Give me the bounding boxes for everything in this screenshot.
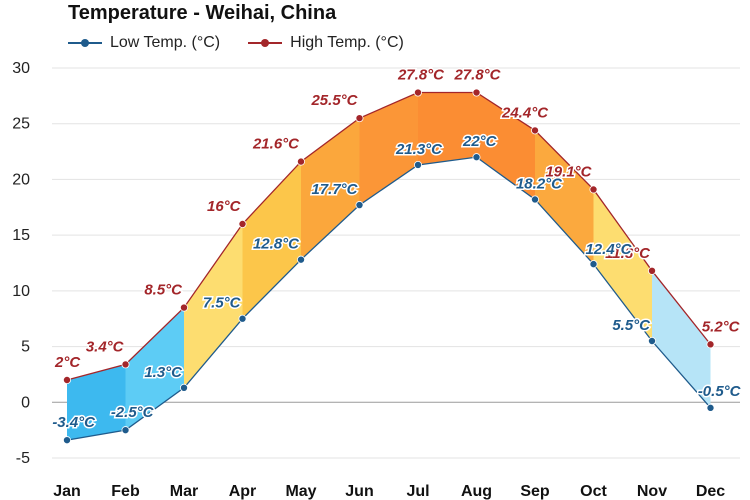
low-temp-label: 7.5°C bbox=[203, 295, 242, 312]
range-band bbox=[301, 118, 360, 260]
low-temp-point bbox=[355, 201, 364, 210]
y-tick-label: 20 bbox=[12, 171, 30, 188]
range-band bbox=[418, 92, 477, 165]
x-tick-label: Sep bbox=[520, 483, 550, 500]
low-temp-point bbox=[531, 195, 540, 204]
high-temp-label: 11.8°C bbox=[605, 245, 651, 262]
low-temp-label: 22°C bbox=[462, 133, 498, 150]
high-temp-label: 3.4°C bbox=[86, 338, 125, 355]
high-temp-point bbox=[648, 266, 657, 275]
legend-item-low[interactable]: Low Temp. (°C) bbox=[68, 34, 220, 52]
x-tick-label: Aug bbox=[461, 483, 492, 500]
range-band bbox=[67, 364, 126, 441]
high-temp-label: 8.5°C bbox=[144, 282, 183, 299]
low-temp-label: 1.3°C bbox=[144, 364, 183, 381]
x-tick-label: Oct bbox=[580, 483, 607, 500]
low-temp-point bbox=[121, 426, 130, 435]
low-temp-label: -0.5°C bbox=[698, 383, 742, 400]
low-temp-label: -2.5°C bbox=[111, 404, 155, 421]
low-temp-line bbox=[66, 156, 711, 441]
legend-swatch-high bbox=[248, 39, 283, 47]
legend: Low Temp. (°C) High Temp. (°C) bbox=[68, 34, 404, 52]
x-tick-label: Jul bbox=[406, 483, 429, 500]
high-temp-point bbox=[238, 219, 247, 228]
low-temp-point bbox=[296, 255, 305, 264]
low-temp-point bbox=[63, 436, 72, 445]
y-tick-label: 15 bbox=[12, 227, 30, 244]
high-temp-point bbox=[63, 375, 72, 384]
high-temp-label: 19.1°C bbox=[545, 163, 592, 180]
high-temp-label: 27.8°C bbox=[453, 67, 501, 84]
legend-swatch-low bbox=[68, 39, 102, 47]
x-tick-label: Feb bbox=[111, 483, 140, 500]
high-temp-point bbox=[296, 157, 305, 166]
low-temp-label: 12.8°C bbox=[253, 236, 300, 253]
high-temp-line bbox=[66, 91, 712, 381]
high-temp-label: 27.8°C bbox=[397, 67, 445, 84]
high-temp-point bbox=[706, 340, 715, 349]
range-band bbox=[359, 92, 418, 206]
range-band bbox=[593, 189, 652, 341]
low-temp-label: 21.3°C bbox=[395, 141, 443, 158]
high-temp-point bbox=[121, 360, 130, 369]
x-tick-label: Mar bbox=[170, 483, 198, 500]
low-temp-point bbox=[179, 383, 188, 392]
high-temp-point bbox=[355, 114, 364, 123]
range-band bbox=[535, 130, 594, 265]
range-band bbox=[652, 270, 711, 408]
low-temp-label: 5.5°C bbox=[612, 317, 651, 334]
x-tick-label: Jun bbox=[345, 483, 373, 500]
high-temp-point bbox=[413, 88, 422, 97]
y-tick-label: 10 bbox=[12, 283, 30, 300]
high-temp-label: 25.5°C bbox=[310, 92, 358, 109]
low-temp-point bbox=[706, 403, 715, 412]
legend-label-high: High Temp. (°C) bbox=[290, 34, 404, 51]
y-tick-label: 5 bbox=[21, 339, 30, 356]
y-tick-label: -5 bbox=[16, 450, 30, 467]
low-temp-label: 12.4°C bbox=[585, 241, 632, 258]
x-tick-label: Dec bbox=[696, 483, 725, 500]
low-temp-point bbox=[413, 160, 422, 169]
high-temp-label: 2°C bbox=[54, 354, 81, 371]
high-temp-label: 16°C bbox=[207, 198, 242, 215]
high-temp-label: 24.4°C bbox=[501, 104, 549, 121]
low-temp-label: 18.2°C bbox=[516, 175, 563, 192]
y-tick-label: 25 bbox=[12, 116, 30, 133]
x-tick-label: Apr bbox=[229, 483, 257, 500]
low-temp-label: -3.4°C bbox=[52, 414, 96, 431]
y-tick-label: 30 bbox=[12, 60, 30, 77]
high-temp-point bbox=[179, 303, 188, 312]
low-temp-point bbox=[589, 260, 598, 269]
high-temp-point bbox=[531, 126, 540, 135]
x-tick-label: May bbox=[285, 483, 316, 500]
range-band bbox=[242, 161, 301, 319]
low-temp-point bbox=[238, 314, 247, 323]
chart-title: Temperature - Weihai, China bbox=[68, 2, 337, 24]
low-temp-point bbox=[472, 153, 481, 162]
range-band bbox=[476, 92, 535, 200]
high-temp-point bbox=[589, 185, 598, 194]
high-temp-label: 21.6°C bbox=[252, 136, 300, 153]
high-temp-label: 5.2°C bbox=[702, 318, 741, 335]
x-tick-label: Jan bbox=[53, 483, 81, 500]
low-temp-point bbox=[648, 336, 657, 345]
range-band bbox=[125, 307, 184, 431]
low-temp-label: 17.7°C bbox=[311, 181, 358, 198]
x-tick-label: Nov bbox=[637, 483, 667, 500]
range-band bbox=[184, 224, 243, 388]
legend-label-low: Low Temp. (°C) bbox=[110, 34, 221, 51]
legend-item-high[interactable]: High Temp. (°C) bbox=[248, 34, 404, 52]
high-temp-point bbox=[472, 88, 481, 97]
y-tick-label: 0 bbox=[21, 394, 30, 411]
